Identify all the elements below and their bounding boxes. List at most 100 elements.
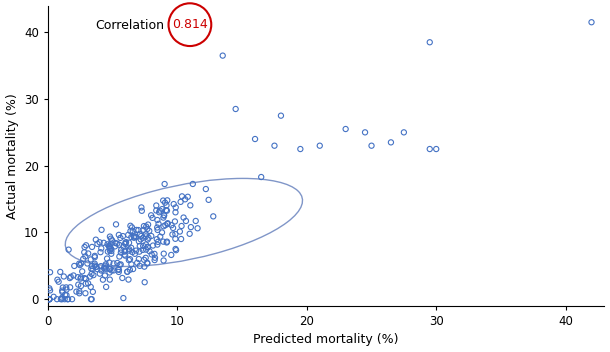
Point	[90, 263, 100, 268]
Y-axis label: Actual mortality (%): Actual mortality (%)	[5, 93, 18, 219]
Point	[102, 256, 112, 262]
Point	[74, 290, 84, 296]
Point	[76, 283, 86, 289]
Point	[146, 233, 156, 239]
Point	[57, 296, 67, 302]
Point	[56, 296, 66, 302]
Point	[157, 230, 167, 235]
Point	[114, 269, 124, 275]
Point	[167, 252, 176, 258]
Point	[386, 139, 396, 145]
Point	[115, 254, 124, 259]
Point	[57, 289, 67, 295]
Point	[107, 248, 117, 254]
Point	[87, 263, 97, 269]
Point	[132, 260, 142, 266]
Point	[81, 281, 91, 287]
Point	[145, 228, 154, 234]
Point	[152, 237, 162, 242]
Point	[90, 254, 99, 260]
Point	[86, 296, 96, 302]
Point	[81, 290, 90, 296]
Point	[118, 244, 128, 250]
Point	[152, 217, 162, 223]
Point	[90, 261, 99, 266]
Point	[69, 273, 79, 278]
Point	[159, 224, 168, 229]
Point	[141, 233, 151, 239]
Point	[204, 197, 213, 203]
Point	[177, 223, 187, 229]
Point	[126, 262, 136, 267]
Point	[142, 224, 151, 230]
Point	[105, 234, 115, 239]
Point	[45, 296, 54, 302]
Point	[124, 257, 134, 263]
Point	[115, 235, 125, 241]
Point	[431, 146, 441, 152]
Point	[176, 236, 186, 242]
Point	[106, 266, 115, 272]
Point	[128, 266, 138, 272]
Point	[145, 249, 154, 254]
Point	[142, 261, 152, 266]
Point	[49, 294, 59, 300]
Point	[136, 233, 146, 239]
Point	[139, 257, 149, 263]
Point	[126, 234, 136, 240]
Point	[101, 284, 111, 290]
Point	[77, 269, 87, 274]
Point	[121, 239, 131, 245]
Point	[587, 19, 597, 25]
Point	[143, 244, 153, 250]
Point	[162, 208, 172, 214]
Point	[120, 249, 129, 254]
Point	[131, 234, 141, 240]
Point	[185, 202, 195, 208]
Point	[162, 197, 172, 203]
Point	[143, 237, 152, 242]
Point	[88, 289, 98, 295]
Point	[98, 277, 108, 283]
Point	[142, 260, 152, 266]
Point	[117, 247, 126, 253]
Point	[58, 285, 68, 290]
Point	[126, 228, 135, 234]
Point	[95, 271, 105, 276]
Point	[169, 201, 179, 207]
Point	[159, 212, 169, 218]
Point	[315, 143, 325, 149]
Point	[120, 248, 130, 253]
Point	[70, 263, 79, 269]
Point	[160, 222, 170, 228]
Point	[140, 264, 149, 270]
Point	[78, 256, 88, 262]
Point	[105, 243, 115, 249]
Point	[191, 218, 201, 224]
Point	[105, 248, 115, 253]
Point	[96, 227, 106, 233]
Point	[140, 279, 149, 285]
Point	[100, 273, 110, 278]
Point	[109, 268, 118, 273]
Point	[163, 220, 173, 226]
Point	[104, 260, 114, 265]
Point	[87, 266, 96, 271]
Point	[84, 251, 93, 256]
Point	[57, 288, 67, 294]
Point	[137, 208, 146, 214]
Point	[171, 247, 181, 253]
Point	[162, 239, 172, 244]
Point	[118, 295, 128, 301]
Point	[134, 256, 144, 262]
Point	[114, 267, 124, 273]
Point	[80, 244, 90, 250]
Point	[179, 215, 188, 220]
Point	[136, 237, 146, 242]
Point	[143, 244, 152, 250]
Point	[109, 260, 118, 266]
Point	[360, 130, 370, 135]
Point	[270, 143, 279, 149]
Point	[181, 218, 191, 224]
Point	[93, 241, 102, 247]
